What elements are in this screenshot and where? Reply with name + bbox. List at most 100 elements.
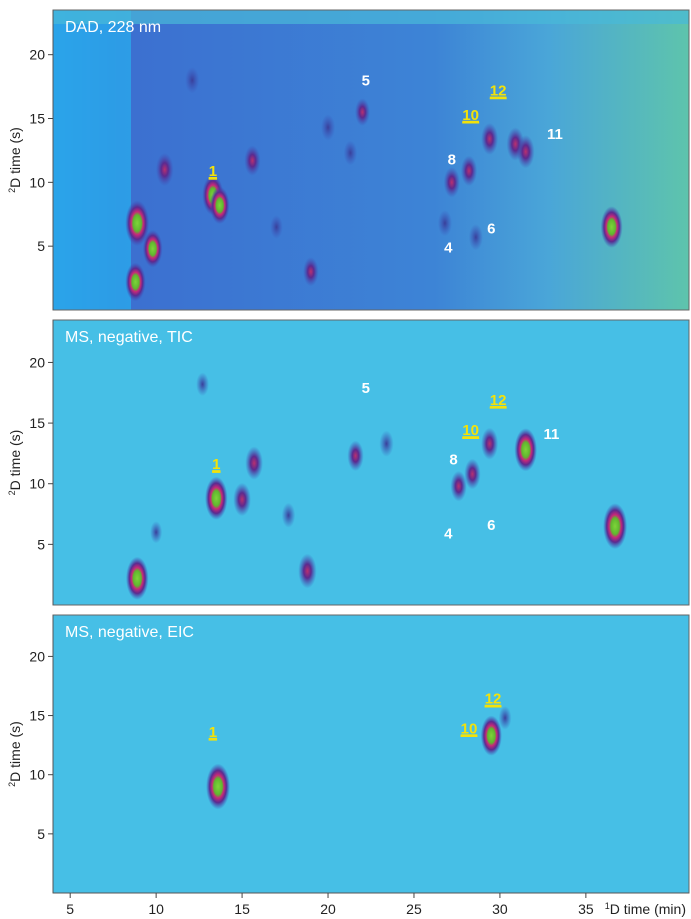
- peak-label-4: 4: [444, 525, 453, 542]
- peak-spot: [464, 458, 481, 490]
- plot-background: [53, 320, 689, 605]
- peak-layer: [125, 372, 628, 600]
- y-axis-label: 2D time (s): [7, 430, 23, 496]
- peak-layer: [206, 706, 512, 810]
- x-axis-label-text: D time (min): [610, 901, 686, 917]
- y-tick-label: 15: [29, 111, 45, 127]
- peak-label-1: 1: [212, 456, 220, 473]
- peak-spot: [209, 186, 230, 225]
- y-tick-label: 10: [29, 174, 45, 190]
- peak-spot: [320, 114, 336, 141]
- top-band: [53, 10, 689, 24]
- peak-spot: [125, 556, 149, 600]
- peak-label-11: 11: [544, 426, 560, 443]
- y-axis-label-text: D time (s): [7, 127, 23, 188]
- x-tick-label: 15: [234, 901, 250, 917]
- peak-spot: [281, 502, 296, 528]
- peak-spot: [468, 224, 483, 251]
- peak-spot: [443, 167, 460, 198]
- y-tick-label: 10: [29, 476, 45, 492]
- panel-title: DAD, 228 nm: [65, 19, 161, 36]
- y-tick-label: 20: [29, 354, 45, 370]
- peak-spot: [481, 427, 499, 460]
- x-axis-label-sup: 1: [605, 901, 610, 911]
- panel-title: MS, negative, TIC: [65, 329, 193, 346]
- peak-label-10: 10: [461, 720, 478, 737]
- peak-spot: [460, 155, 478, 187]
- y-axis-label: 2D time (s): [7, 127, 23, 193]
- y-tick-label: 10: [29, 767, 45, 783]
- peak-spot: [379, 430, 394, 457]
- x-axis-label: 1D time (min): [605, 901, 686, 917]
- peak-spot: [450, 470, 467, 502]
- y-tick-label: 15: [29, 708, 45, 724]
- peak-label-8: 8: [448, 151, 456, 168]
- peak-spot: [354, 98, 370, 127]
- peak-spot: [600, 206, 623, 248]
- peak-spot: [125, 200, 150, 247]
- peak-layer: [125, 67, 623, 302]
- peak-label-6: 6: [487, 220, 495, 237]
- peak-spot: [196, 372, 209, 397]
- x-tick-label: 35: [578, 901, 594, 917]
- x-tick-label: 30: [492, 901, 508, 917]
- chart-panel-2: 1 4 5 6 8 10 11 12 MS, negative, TIC 5 10 15 20 2D ti…: [7, 319, 690, 606]
- peak-label-8: 8: [449, 451, 457, 468]
- peak-spot: [245, 446, 263, 480]
- baseline-strip: [53, 10, 131, 310]
- chart-panel-1: 1 4 5 6 8 10 11 12 DAD, 228 nm 5 10 15 20 2D time (s): [7, 9, 690, 311]
- y-axis-label-text: D time (s): [7, 430, 23, 491]
- peak-spot: [206, 763, 231, 810]
- y-tick-label: 20: [29, 47, 45, 63]
- peak-spot: [125, 262, 146, 302]
- peak-label-1: 1: [209, 724, 217, 741]
- x-tick-label: 20: [320, 901, 336, 917]
- peak-spot: [437, 209, 453, 237]
- peak-spot: [603, 503, 628, 550]
- peak-label-12: 12: [490, 392, 507, 409]
- peak-spot: [204, 476, 228, 520]
- peak-label-10: 10: [462, 107, 479, 124]
- peak-label-1: 1: [209, 163, 217, 180]
- peak-label-12: 12: [490, 83, 507, 100]
- y-axis-label-sup: 2: [7, 782, 17, 787]
- peak-label-5: 5: [362, 72, 370, 89]
- peak-spot: [244, 145, 261, 176]
- x-tick-label: 10: [148, 901, 164, 917]
- peak-spot: [343, 140, 358, 166]
- y-tick-label: 5: [37, 826, 45, 842]
- peak-spot: [480, 715, 502, 756]
- peak-label-10: 10: [462, 422, 479, 439]
- peak-spot: [233, 482, 251, 517]
- peak-spot: [270, 215, 283, 239]
- peak-label-6: 6: [487, 517, 495, 534]
- plot-background: [53, 615, 689, 893]
- peak-label-4: 4: [444, 240, 453, 257]
- peak-spot: [516, 135, 535, 169]
- peak-spot: [481, 122, 499, 155]
- peak-label-5: 5: [362, 380, 370, 397]
- peak-spot: [298, 553, 317, 589]
- peak-spot: [150, 521, 163, 544]
- y-tick-label: 20: [29, 648, 45, 664]
- peak-spot: [347, 440, 364, 472]
- x-tick-label: 5: [66, 901, 74, 917]
- peak-label-11: 11: [547, 126, 563, 143]
- peak-spot: [142, 229, 163, 268]
- y-tick-label: 15: [29, 415, 45, 431]
- x-tick-label: 25: [406, 901, 422, 917]
- peak-spot: [514, 428, 538, 472]
- peak-spot: [303, 257, 319, 287]
- peak-spot: [155, 152, 174, 187]
- panel-title: MS, negative, EIC: [65, 624, 194, 641]
- y-axis-label: 2D time (s): [7, 721, 23, 787]
- y-axis-label-text: D time (s): [7, 721, 23, 782]
- peak-label-12: 12: [485, 691, 502, 708]
- y-tick-label: 5: [37, 238, 45, 254]
- y-tick-label: 5: [37, 536, 45, 552]
- y-axis-label-sup: 2: [7, 188, 17, 193]
- y-axis-label-sup: 2: [7, 490, 17, 495]
- peak-spot: [498, 706, 512, 730]
